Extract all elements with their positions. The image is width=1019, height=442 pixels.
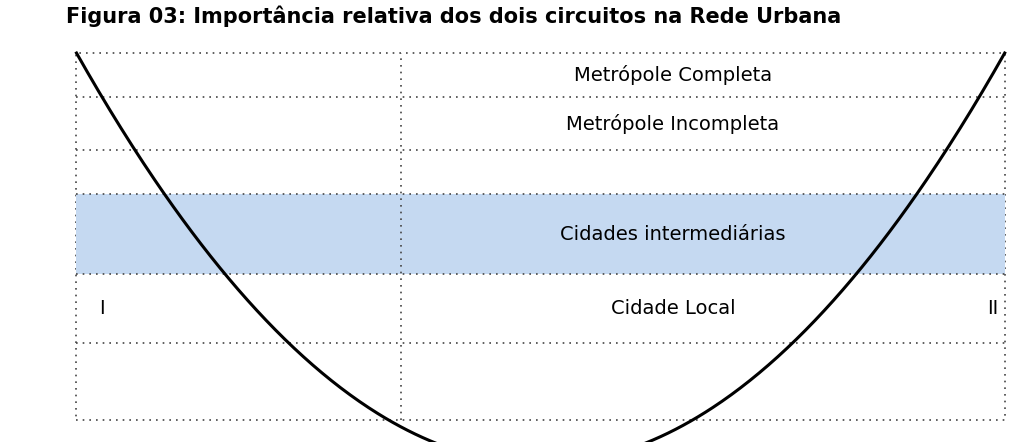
Text: Figura 03: Importância relativa dos dois circuitos na Rede Urbana: Figura 03: Importância relativa dos dois… <box>66 5 841 27</box>
Text: II: II <box>985 299 998 318</box>
Text: Cidade Local: Cidade Local <box>610 299 735 318</box>
Bar <box>76 53 1004 420</box>
Text: Cidades intermediárias: Cidades intermediárias <box>559 225 785 244</box>
Text: I: I <box>99 299 105 318</box>
Text: Metrópole Incompleta: Metrópole Incompleta <box>566 114 779 134</box>
Text: Metrópole Completa: Metrópole Completa <box>574 65 771 85</box>
Bar <box>76 194 1004 274</box>
